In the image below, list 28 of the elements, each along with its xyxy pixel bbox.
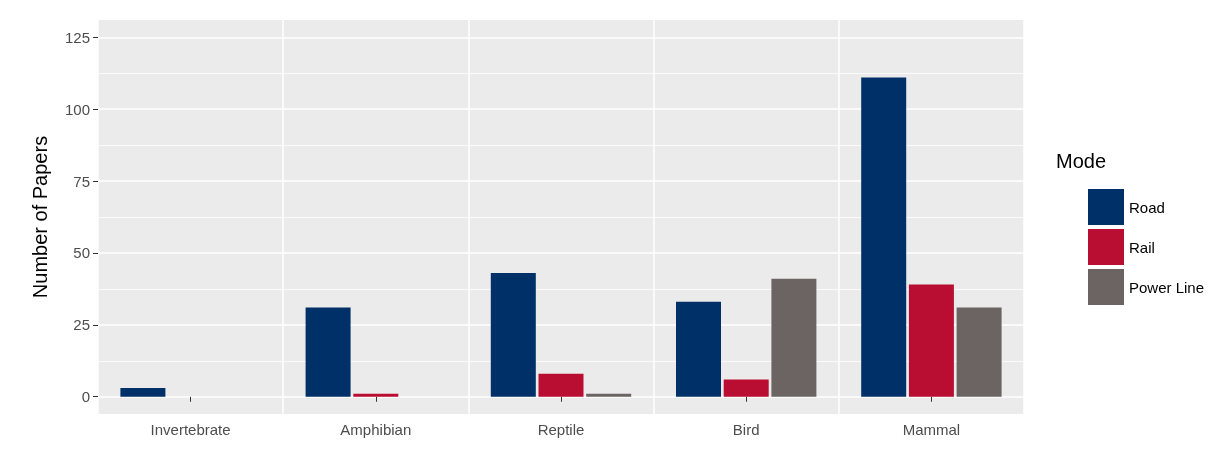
x-tick-label: Mammal <box>902 421 961 438</box>
y-tick-label: 100 <box>64 100 90 118</box>
x-tick-label: Bird <box>732 421 760 438</box>
legend-label: Road <box>1129 198 1165 216</box>
bar <box>120 388 166 397</box>
legend-title: Mode <box>1055 150 1106 172</box>
bar <box>723 379 769 397</box>
bar <box>861 77 907 397</box>
y-tick-label: 25 <box>73 316 90 334</box>
bar <box>676 301 721 397</box>
bar <box>586 393 632 397</box>
y-tick-label: 50 <box>73 244 90 262</box>
x-tick-label: Amphibian <box>340 421 412 438</box>
x-tick-label: Invertebrate <box>150 421 231 438</box>
legend-label: Power Line <box>1129 278 1205 296</box>
legend-label: Rail <box>1129 238 1155 256</box>
x-tick-label: Reptile <box>537 421 585 438</box>
y-axis-title: Number of Papers <box>29 135 51 299</box>
bar <box>771 278 817 397</box>
bar <box>353 393 399 397</box>
y-tick-label: 0 <box>81 388 90 406</box>
y-tick-label: 125 <box>64 28 90 46</box>
bar <box>490 273 536 397</box>
bar <box>956 307 1002 397</box>
bar <box>908 284 954 397</box>
bar <box>305 307 351 397</box>
y-tick-label: 75 <box>73 172 90 190</box>
bar <box>538 373 584 397</box>
